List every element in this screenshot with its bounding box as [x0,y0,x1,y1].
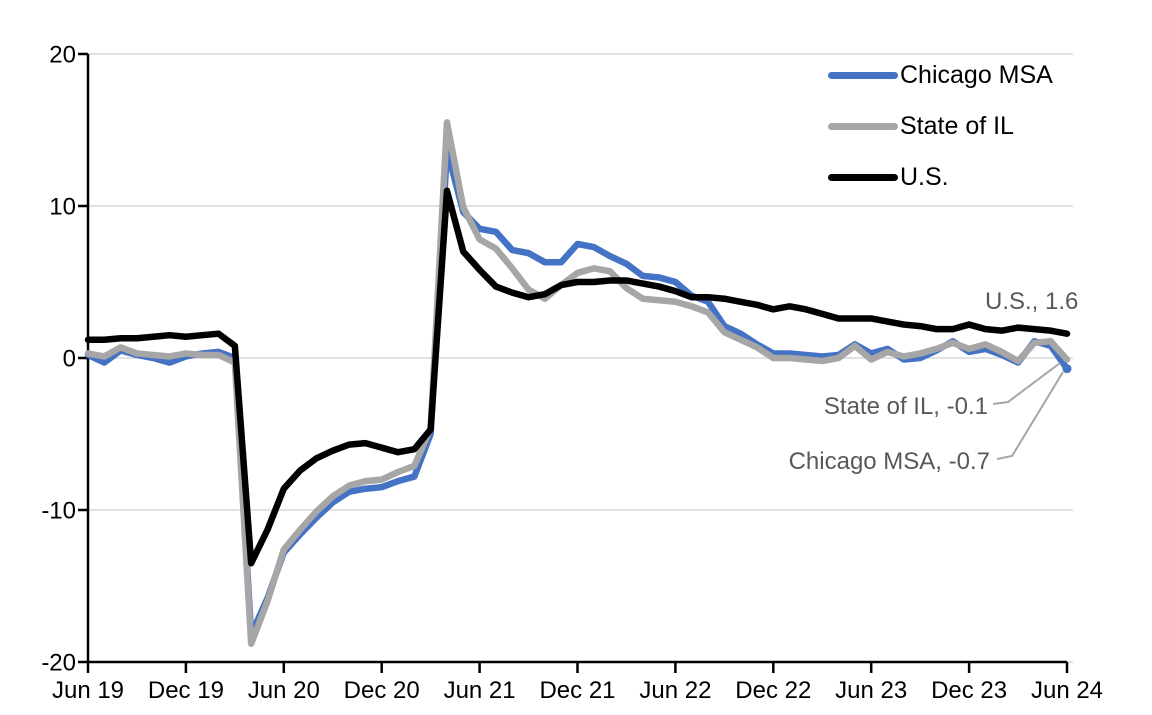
annotation-chicago-msa: Chicago MSA, -0.7 [788,448,990,475]
series-lines [84,119,1072,648]
y-tick-label: 10 [49,194,76,221]
x-tick-label: Jun 22 [639,677,711,704]
x-tick-label: Dec 21 [539,677,615,704]
x-tick-label: Jun 23 [835,677,907,704]
annotation-us: U.S., 1.6 [985,288,1079,315]
legend-item-state-of-il: State of IL [828,113,1014,139]
axis-tick-labels: Jun 19 Dec 19 Jun 20 Dec 20 Jun 21 Dec 21 Jun … [41,42,1103,705]
legend-label-us: U.S. [900,163,949,191]
series-line-state-of-il [84,119,1071,648]
y-tick-label: -20 [41,650,76,677]
x-tick-label: Jun 21 [444,677,516,704]
x-tick-label: Dec 20 [344,677,420,704]
y-tick-label: 0 [63,346,76,373]
leader-line [996,371,1064,460]
legend-label-state-of-il: State of IL [900,112,1014,140]
x-tick-label: Jun 24 [1031,677,1103,704]
legend-swatch-us [828,173,898,181]
legend-item-chicago-msa: Chicago MSA [828,62,1053,88]
legend-label-chicago-msa: Chicago MSA [900,61,1053,89]
x-tick-label: Dec 22 [735,677,811,704]
annotation-state-of-il: State of IL, -0.1 [823,393,988,420]
x-tick-label: Jun 19 [52,677,124,704]
series-line-u-s- [84,187,1071,567]
leader-line [992,362,1061,405]
legend-swatch-state-of-il [828,122,898,130]
x-tick-label: Jun 20 [248,677,320,704]
x-tick-label: Dec 23 [931,677,1007,704]
annotation-leader-lines [992,362,1064,460]
legend-item-us: U.S. [828,164,949,190]
x-tick-label: Dec 19 [148,677,224,704]
legend-swatch-chicago-msa [828,71,898,79]
axes [78,52,1069,673]
y-tick-label: 20 [49,42,76,69]
series-endpoint-dot [1062,364,1072,374]
y-tick-label: -10 [41,498,76,525]
